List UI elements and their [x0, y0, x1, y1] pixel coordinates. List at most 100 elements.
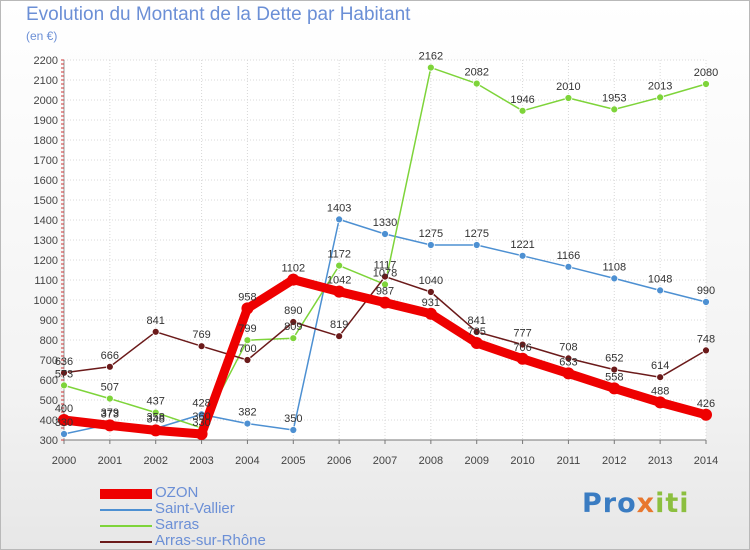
x-tick-label: 2014: [694, 455, 718, 467]
data-label: 777: [513, 328, 531, 340]
data-label: 1403: [327, 202, 351, 214]
data-point: [426, 241, 435, 249]
data-point: [472, 327, 481, 336]
x-tick-label: 2013: [648, 455, 672, 467]
data-label: 809: [284, 321, 302, 333]
y-tick-label: 1800: [34, 135, 58, 147]
x-tick-label: 2007: [373, 455, 397, 467]
brand-logo-part: Pro: [582, 488, 637, 519]
data-label: 382: [238, 407, 256, 419]
data-label: 633: [559, 356, 577, 368]
data-label: 1275: [464, 228, 488, 240]
data-label: 1042: [327, 275, 351, 287]
data-label: 507: [101, 382, 119, 394]
y-tick-label: 700: [40, 355, 58, 367]
y-tick-label: 900: [40, 315, 58, 327]
data-point: [60, 368, 68, 377]
data-label: 400: [55, 403, 73, 415]
data-point: [518, 251, 527, 260]
data-point: [197, 342, 206, 351]
data-point: [58, 414, 70, 426]
x-tick-label: 2001: [98, 455, 122, 467]
data-label: 708: [559, 341, 577, 353]
data-label: 1221: [510, 239, 534, 251]
chart-unit-label: (en €): [26, 29, 58, 43]
y-tick-label: 2100: [34, 75, 58, 87]
brand-logo: Proxiti: [582, 488, 690, 519]
data-point: [333, 285, 346, 298]
data-label: 841: [468, 315, 486, 327]
data-point: [564, 94, 573, 102]
data-point: [518, 340, 527, 349]
x-tick-label: 2004: [235, 455, 259, 467]
data-point: [702, 80, 710, 88]
data-point: [610, 365, 619, 374]
data-label: 636: [55, 356, 73, 368]
x-tick-label: 2012: [602, 455, 626, 467]
legend-label: Sarras: [155, 516, 200, 533]
data-label: 2080: [694, 67, 718, 79]
data-label: 1040: [419, 275, 443, 287]
data-label: 706: [513, 342, 531, 354]
x-tick-label: 2002: [143, 455, 167, 467]
y-tick-label: 1100: [34, 275, 58, 287]
data-label: 426: [697, 398, 715, 410]
data-label: 1108: [602, 261, 626, 273]
data-label: 558: [605, 371, 623, 383]
data-point: [610, 274, 619, 283]
y-tick-label: 1400: [34, 215, 58, 227]
data-point: [654, 396, 667, 409]
y-tick-label: 1700: [34, 155, 58, 167]
data-label: 841: [147, 315, 165, 327]
legend-swatch: [100, 489, 152, 499]
data-label: 700: [238, 343, 256, 355]
data-label: 1048: [648, 273, 672, 285]
data-label: 350: [284, 413, 302, 425]
y-tick-label: 1000: [34, 295, 58, 307]
data-point: [518, 106, 527, 115]
data-point: [195, 428, 208, 440]
legend-label: Saint-Vallier: [155, 500, 235, 517]
data-label: 666: [101, 350, 119, 362]
data-label: 330: [192, 417, 210, 429]
data-point: [608, 382, 621, 395]
data-label: 1078: [373, 267, 397, 279]
data-label: 987: [376, 286, 394, 298]
data-point: [335, 332, 344, 341]
y-tick-label: 2000: [34, 95, 58, 107]
data-point: [243, 419, 252, 428]
legend-swatch: [100, 541, 152, 543]
data-point: [289, 318, 298, 326]
data-label: 785: [468, 326, 486, 338]
data-label: 2162: [419, 51, 443, 63]
data-point: [381, 272, 389, 281]
data-label: 990: [697, 285, 715, 297]
data-label: 1330: [373, 217, 397, 229]
data-point: [379, 296, 391, 309]
data-label: 890: [284, 305, 302, 317]
legend-label: Arras-sur-Rhône: [155, 532, 266, 549]
data-point: [335, 215, 344, 224]
data-point: [335, 261, 344, 270]
data-point: [105, 394, 114, 403]
y-tick-label: 400: [40, 415, 58, 427]
chart-title: Evolution du Montant de la Dette par Hab…: [26, 4, 411, 25]
y-tick-label: 600: [40, 375, 58, 387]
data-point: [702, 346, 710, 355]
data-label: 819: [330, 319, 348, 331]
data-label: 428: [192, 397, 210, 409]
data-point: [702, 298, 710, 306]
y-tick-label: 800: [40, 335, 58, 347]
x-tick-label: 2000: [52, 455, 76, 467]
brand-logo-part: iti: [655, 488, 690, 519]
data-point: [149, 424, 162, 437]
data-point: [287, 273, 300, 286]
data-label: 2082: [464, 67, 488, 79]
data-point: [60, 381, 68, 390]
data-label: 958: [238, 291, 256, 303]
data-point: [472, 79, 481, 88]
data-point: [381, 280, 389, 289]
legend-swatch: [100, 509, 152, 511]
data-point: [424, 307, 437, 320]
